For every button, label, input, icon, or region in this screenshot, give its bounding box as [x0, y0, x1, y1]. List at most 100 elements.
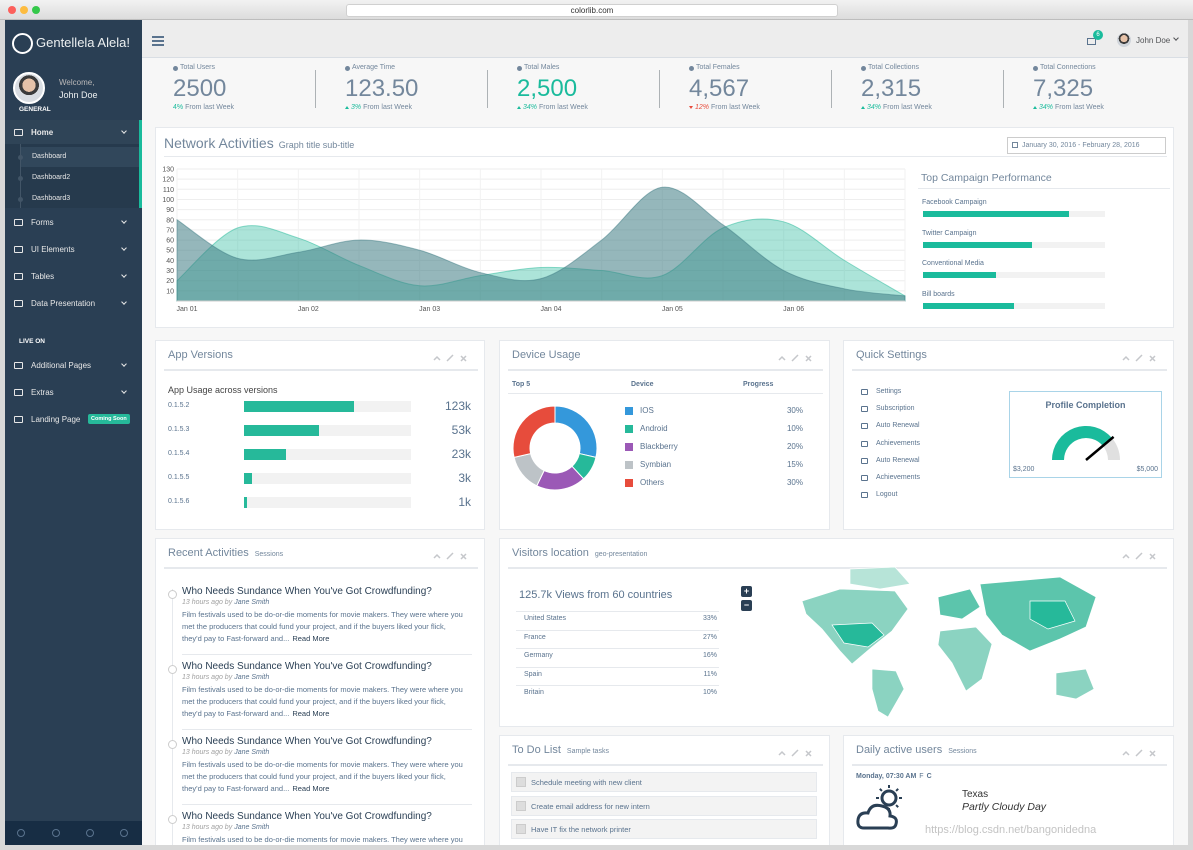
read-more[interactable]: Read More [292, 709, 330, 718]
settings-link[interactable]: Logout [876, 491, 898, 499]
close-button[interactable] [460, 355, 467, 362]
visitors-summary: 125.7k Views from 60 countries [519, 589, 673, 601]
campaign-label: Twitter Campaign [922, 229, 977, 237]
collapse-button[interactable] [1122, 553, 1130, 559]
date-range-picker[interactable]: January 30, 2016 - February 28, 2016 [1007, 137, 1166, 154]
menu-item[interactable]: Forms [31, 218, 54, 227]
icon [861, 389, 868, 395]
settings-button[interactable] [446, 552, 454, 560]
mail-icon[interactable] [1087, 38, 1096, 45]
gauge-min: $3,200 [1013, 466, 1035, 473]
settings-button[interactable] [791, 749, 799, 757]
settings-button[interactable] [446, 354, 454, 362]
area-chart: 10 20 30 40 50 60 70 80 90 100 110 120 130 Jan 01 Jan … [162, 167, 906, 313]
zoom-button[interactable]: + [741, 586, 752, 597]
panel-tools [778, 354, 812, 362]
campaign-label: Conventional Media [922, 260, 984, 267]
stat-change: 3% [351, 104, 362, 111]
collapse-button[interactable] [778, 750, 786, 756]
map-region [937, 626, 993, 692]
panel-header: Daily active users Sessions [856, 744, 977, 756]
unit-toggle[interactable]: F [919, 773, 924, 780]
unit-toggle[interactable]: C [926, 773, 932, 780]
settings-link[interactable]: Settings [876, 388, 902, 395]
stat-icon [173, 66, 178, 71]
map-region [849, 566, 911, 590]
footer-button[interactable] [17, 829, 25, 837]
settings-link[interactable]: Achievements [876, 474, 920, 481]
activity-divider [182, 654, 472, 655]
trend-arrow [517, 106, 521, 109]
menu-item[interactable]: Tables [31, 272, 55, 281]
menu-item[interactable]: Data Presentation [31, 299, 96, 308]
activity-title[interactable]: Who Needs Sundance When You've Got Crowd… [182, 586, 432, 597]
settings-button[interactable] [1135, 749, 1143, 757]
collapse-button[interactable] [433, 355, 441, 361]
panel-title: To Do List [512, 744, 561, 756]
menu-item[interactable]: Extras [31, 388, 54, 397]
menu-item[interactable]: UI Elements [31, 245, 75, 254]
panel-header: Recent Activities Sessions [168, 547, 283, 559]
read-more[interactable]: Read More [292, 634, 330, 643]
activity-body: Film festivals used to be do-or-die mome… [182, 759, 467, 795]
submenu-item[interactable]: Dashboard3 [32, 195, 71, 202]
checkbox[interactable] [516, 800, 526, 811]
new-tab[interactable] [1176, 5, 1186, 15]
settings-button[interactable] [791, 354, 799, 362]
settings-button[interactable] [1135, 354, 1143, 362]
zoom-button[interactable]: − [741, 600, 752, 611]
close-button[interactable] [1149, 355, 1156, 362]
close-button[interactable] [460, 553, 467, 560]
stat-separator [315, 70, 316, 108]
footer-button[interactable] [120, 829, 128, 837]
activity-title[interactable]: Who Needs Sundance When You've Got Crowd… [182, 736, 432, 747]
menu-active-indicator [139, 120, 142, 208]
collapse-button[interactable] [778, 355, 786, 361]
settings-link[interactable]: Achievements [876, 439, 920, 447]
activity-title[interactable]: Who Needs Sundance When You've Got Crowd… [182, 811, 432, 822]
todo-item: Have IT fix the network printer [511, 819, 817, 839]
table-row-border [516, 666, 719, 668]
progress-track [244, 473, 411, 484]
collapse-button[interactable] [433, 553, 441, 559]
menu-item[interactable]: Additional Pages [31, 361, 92, 370]
submenu-item[interactable]: Dashboard2 [32, 174, 71, 181]
y-tick-label: 80 [166, 217, 174, 224]
checkbox[interactable] [516, 824, 526, 834]
footer-button[interactable] [86, 829, 94, 837]
close-button[interactable] [805, 355, 812, 362]
menu-item[interactable]: Landing Page [31, 415, 81, 424]
settings-link[interactable]: Auto Renewal [876, 456, 920, 464]
footer-button[interactable] [52, 829, 60, 837]
stat-separator [659, 70, 660, 108]
close-button[interactable] [1149, 750, 1156, 757]
collapse-button[interactable] [1122, 355, 1130, 361]
todo-item: Schedule meeting with new client [511, 772, 817, 792]
checkbox[interactable] [516, 777, 526, 787]
activity-title[interactable]: Who Needs Sundance When You've Got Crowd… [182, 661, 432, 672]
address-bar[interactable]: colorlib.com [346, 4, 838, 17]
panel: Visitors location geo-presentation 125.7k … [499, 538, 1174, 727]
section-divider [918, 188, 1170, 189]
menu-item[interactable]: Home [31, 128, 54, 137]
close-button[interactable] [805, 750, 812, 757]
progress-track [923, 302, 1105, 309]
settings-button[interactable] [1135, 552, 1143, 560]
activity-meta: 13 hours ago by Jane Smith [182, 824, 269, 831]
stat-change-row: 4% From last Week [173, 104, 234, 111]
panel-header: Visitors location geo-presentation [512, 547, 647, 559]
read-more[interactable]: Read More [292, 784, 330, 793]
gauge-box: Profile Completion $3,200 $5,000 [1009, 391, 1162, 478]
close-button[interactable] [1149, 553, 1156, 560]
stat-note: From last Week [711, 104, 760, 111]
activity-meta: 13 hours ago by Jane Smith [182, 599, 269, 606]
avatar[interactable] [1117, 33, 1131, 47]
user-name[interactable]: John Doe [1136, 36, 1171, 45]
settings-link[interactable]: Subscription [876, 405, 915, 413]
legend-swatch [625, 425, 633, 433]
brand-name[interactable]: Gentellela Alela! [36, 35, 130, 50]
collapse-button[interactable] [1122, 750, 1130, 756]
settings-link[interactable]: Auto Renewal [876, 422, 920, 430]
submenu-item[interactable]: Dashboard [32, 153, 67, 160]
stat-note: From last Week [539, 104, 588, 111]
